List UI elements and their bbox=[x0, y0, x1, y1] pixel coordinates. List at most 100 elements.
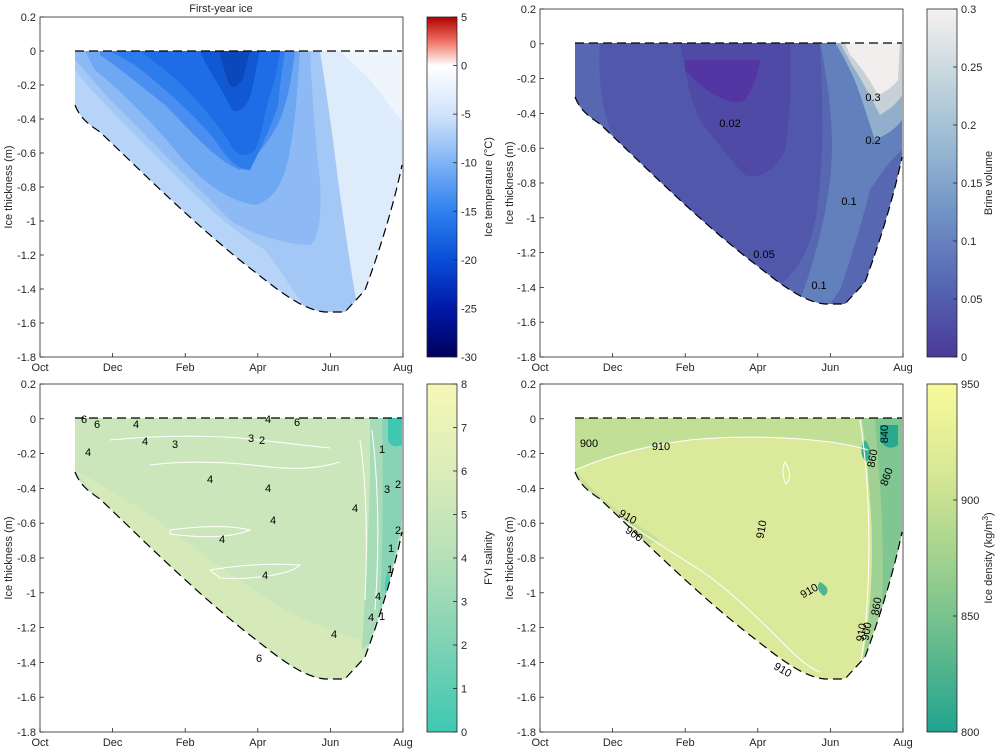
y-tick-label: 0 bbox=[530, 39, 536, 51]
panel-title: First-year ice bbox=[189, 3, 253, 15]
y-axis-label: Ice thickness (m) bbox=[3, 145, 15, 228]
colorbar-tick-label: -15 bbox=[461, 206, 477, 218]
contour-label: 0.1 bbox=[811, 280, 826, 292]
x-tick-label: Jun bbox=[822, 362, 840, 374]
colorbar-tick-label: -5 bbox=[461, 109, 471, 121]
x-tick-label: Feb bbox=[176, 737, 195, 749]
y-tick-label: -0.4 bbox=[17, 483, 36, 495]
colorbar-tick-label: 0.2 bbox=[961, 120, 976, 132]
colorbar-tick-label: 7 bbox=[461, 423, 467, 435]
y-tick-label: -1 bbox=[26, 216, 36, 228]
y-tick-label: -0.6 bbox=[517, 143, 536, 155]
y-tick-label: 0.2 bbox=[521, 4, 536, 16]
x-tick-label: Aug bbox=[893, 737, 913, 749]
x-tick-labels: Oct Dec Feb Apr Jun Aug bbox=[31, 353, 413, 374]
colorbar-tick-labels: 950 900 850 800 bbox=[953, 379, 979, 739]
y-tick-label: 0 bbox=[30, 414, 36, 426]
contour-label: 4 bbox=[133, 419, 139, 431]
y-tick-label: -0.2 bbox=[17, 449, 36, 461]
y-tick-label: -1.2 bbox=[517, 248, 536, 260]
colorbar-tick-labels: 0.3 0.25 0.2 0.15 0.1 0.05 0 bbox=[953, 4, 982, 364]
y-tick-label: -0.6 bbox=[517, 518, 536, 530]
y-tick-label: -1.8 bbox=[17, 727, 36, 739]
contour-label: 0.3 bbox=[865, 92, 880, 104]
y-tick-labels: 0.2 0 -0.2 -0.4 -0.6 -0.8 -1 -1.2 -1.4 -1.6 -1.8 bbox=[517, 379, 544, 739]
y-tick-label: -1.6 bbox=[17, 318, 36, 330]
y-tick-label: -0.8 bbox=[517, 178, 536, 190]
y-tick-label: -1.8 bbox=[517, 727, 536, 739]
contour-label: 4 bbox=[331, 629, 337, 641]
x-tick-labels: Oct Dec Feb Apr Jun Aug bbox=[531, 728, 913, 749]
x-tick-label: Jun bbox=[322, 737, 340, 749]
contour-labels: 900 910 910 900 910 910 860 860 860 840 … bbox=[580, 425, 896, 680]
contour-label: 4 bbox=[142, 436, 148, 448]
x-tick-label: Oct bbox=[531, 362, 548, 374]
y-tick-label: -1.2 bbox=[517, 623, 536, 635]
colorbar-label: FYI salinity bbox=[483, 531, 495, 585]
x-tick-label: Feb bbox=[676, 737, 695, 749]
contour-label: 0.1 bbox=[841, 196, 856, 208]
colorbar-tick-label: 8 bbox=[461, 379, 467, 391]
contour-label: 4 bbox=[352, 503, 358, 515]
x-tick-label: Oct bbox=[531, 737, 548, 749]
density-contours bbox=[575, 419, 870, 673]
contour-label: 4 bbox=[262, 570, 268, 582]
y-tick-label: -1 bbox=[526, 588, 536, 600]
contour-label: 0.2 bbox=[865, 135, 880, 147]
salinity-contours bbox=[109, 429, 379, 611]
colorbar-tick-label: 5 bbox=[461, 510, 467, 522]
contour-label: 2 bbox=[395, 479, 401, 491]
y-tick-labels: 0.2 0 -0.2 -0.4 -0.6 -0.8 -1 -1.2 -1.4 -1.6 -1.8 bbox=[517, 4, 544, 364]
contour-label: 4 bbox=[219, 534, 225, 546]
contour-label: 4 bbox=[270, 515, 276, 527]
y-axis-label: Ice thickness (m) bbox=[504, 516, 516, 599]
y-tick-label: -0.4 bbox=[517, 108, 536, 120]
y-tick-label: -0.8 bbox=[17, 182, 36, 194]
x-tick-label: Feb bbox=[176, 362, 195, 374]
colorbar-label: Ice temperature (°C) bbox=[483, 137, 495, 237]
y-tick-label: 0 bbox=[30, 46, 36, 58]
y-tick-label: -0.4 bbox=[17, 114, 36, 126]
colorbar-tick-label: -25 bbox=[461, 303, 477, 315]
x-tick-label: Apr bbox=[249, 362, 266, 374]
colorbar-tick-label: 850 bbox=[961, 611, 979, 623]
colorbar-tick-label: -10 bbox=[461, 158, 477, 170]
y-tick-label: -1.6 bbox=[17, 692, 36, 704]
contour-label: 910 bbox=[755, 519, 770, 539]
contour-label: 0.02 bbox=[719, 118, 740, 130]
contour-label: 2 bbox=[259, 435, 265, 447]
x-tick-label: Jun bbox=[322, 362, 340, 374]
colorbar-label: Ice density (kg/m3) bbox=[981, 512, 995, 603]
y-tick-label: -1.2 bbox=[17, 250, 36, 262]
contour-label: 3 bbox=[172, 439, 178, 451]
y-tick-label: -0.2 bbox=[517, 74, 536, 86]
y-tick-label: 0.2 bbox=[21, 12, 36, 24]
contour-label: 4 bbox=[207, 474, 213, 486]
colorbar-tick-label: 5 bbox=[461, 12, 467, 24]
contour-labels: 6 6 4 4 4 3 3 2 4 6 4 4 4 4 4 4 4 1 2 3 … bbox=[81, 414, 401, 665]
x-tick-label: Aug bbox=[893, 362, 913, 374]
colorbar-tick-label: 3 bbox=[461, 597, 467, 609]
contour-label: 6 bbox=[294, 417, 300, 429]
colorbar-tick-label: 2 bbox=[461, 640, 467, 652]
contour-label: 1 bbox=[379, 611, 385, 623]
contour-label: 860 bbox=[866, 448, 881, 468]
x-tick-label: Oct bbox=[31, 737, 48, 749]
y-tick-label: -1.8 bbox=[17, 352, 36, 364]
contour-label: 900 bbox=[580, 438, 598, 450]
colorbar-tick-label: -20 bbox=[461, 255, 477, 267]
y-tick-label: -1.6 bbox=[517, 692, 536, 704]
x-tick-label: Dec bbox=[603, 737, 623, 749]
contour-label: 0.05 bbox=[753, 249, 774, 261]
colorbar-tick-label: 0.25 bbox=[961, 62, 982, 74]
x-tick-label: Apr bbox=[249, 737, 266, 749]
y-tick-label: -1.4 bbox=[17, 284, 36, 296]
panel-salinity: 6 6 4 4 4 3 3 2 4 6 4 4 4 4 4 4 4 1 2 3 … bbox=[3, 379, 495, 749]
y-tick-label: -1.2 bbox=[17, 623, 36, 635]
contour-label: 2 bbox=[395, 525, 401, 537]
y-axis-label: Ice thickness (m) bbox=[3, 516, 15, 599]
x-tick-label: Apr bbox=[749, 362, 766, 374]
contour-label: 3 bbox=[248, 433, 254, 445]
y-tick-label: 0.2 bbox=[521, 379, 536, 391]
